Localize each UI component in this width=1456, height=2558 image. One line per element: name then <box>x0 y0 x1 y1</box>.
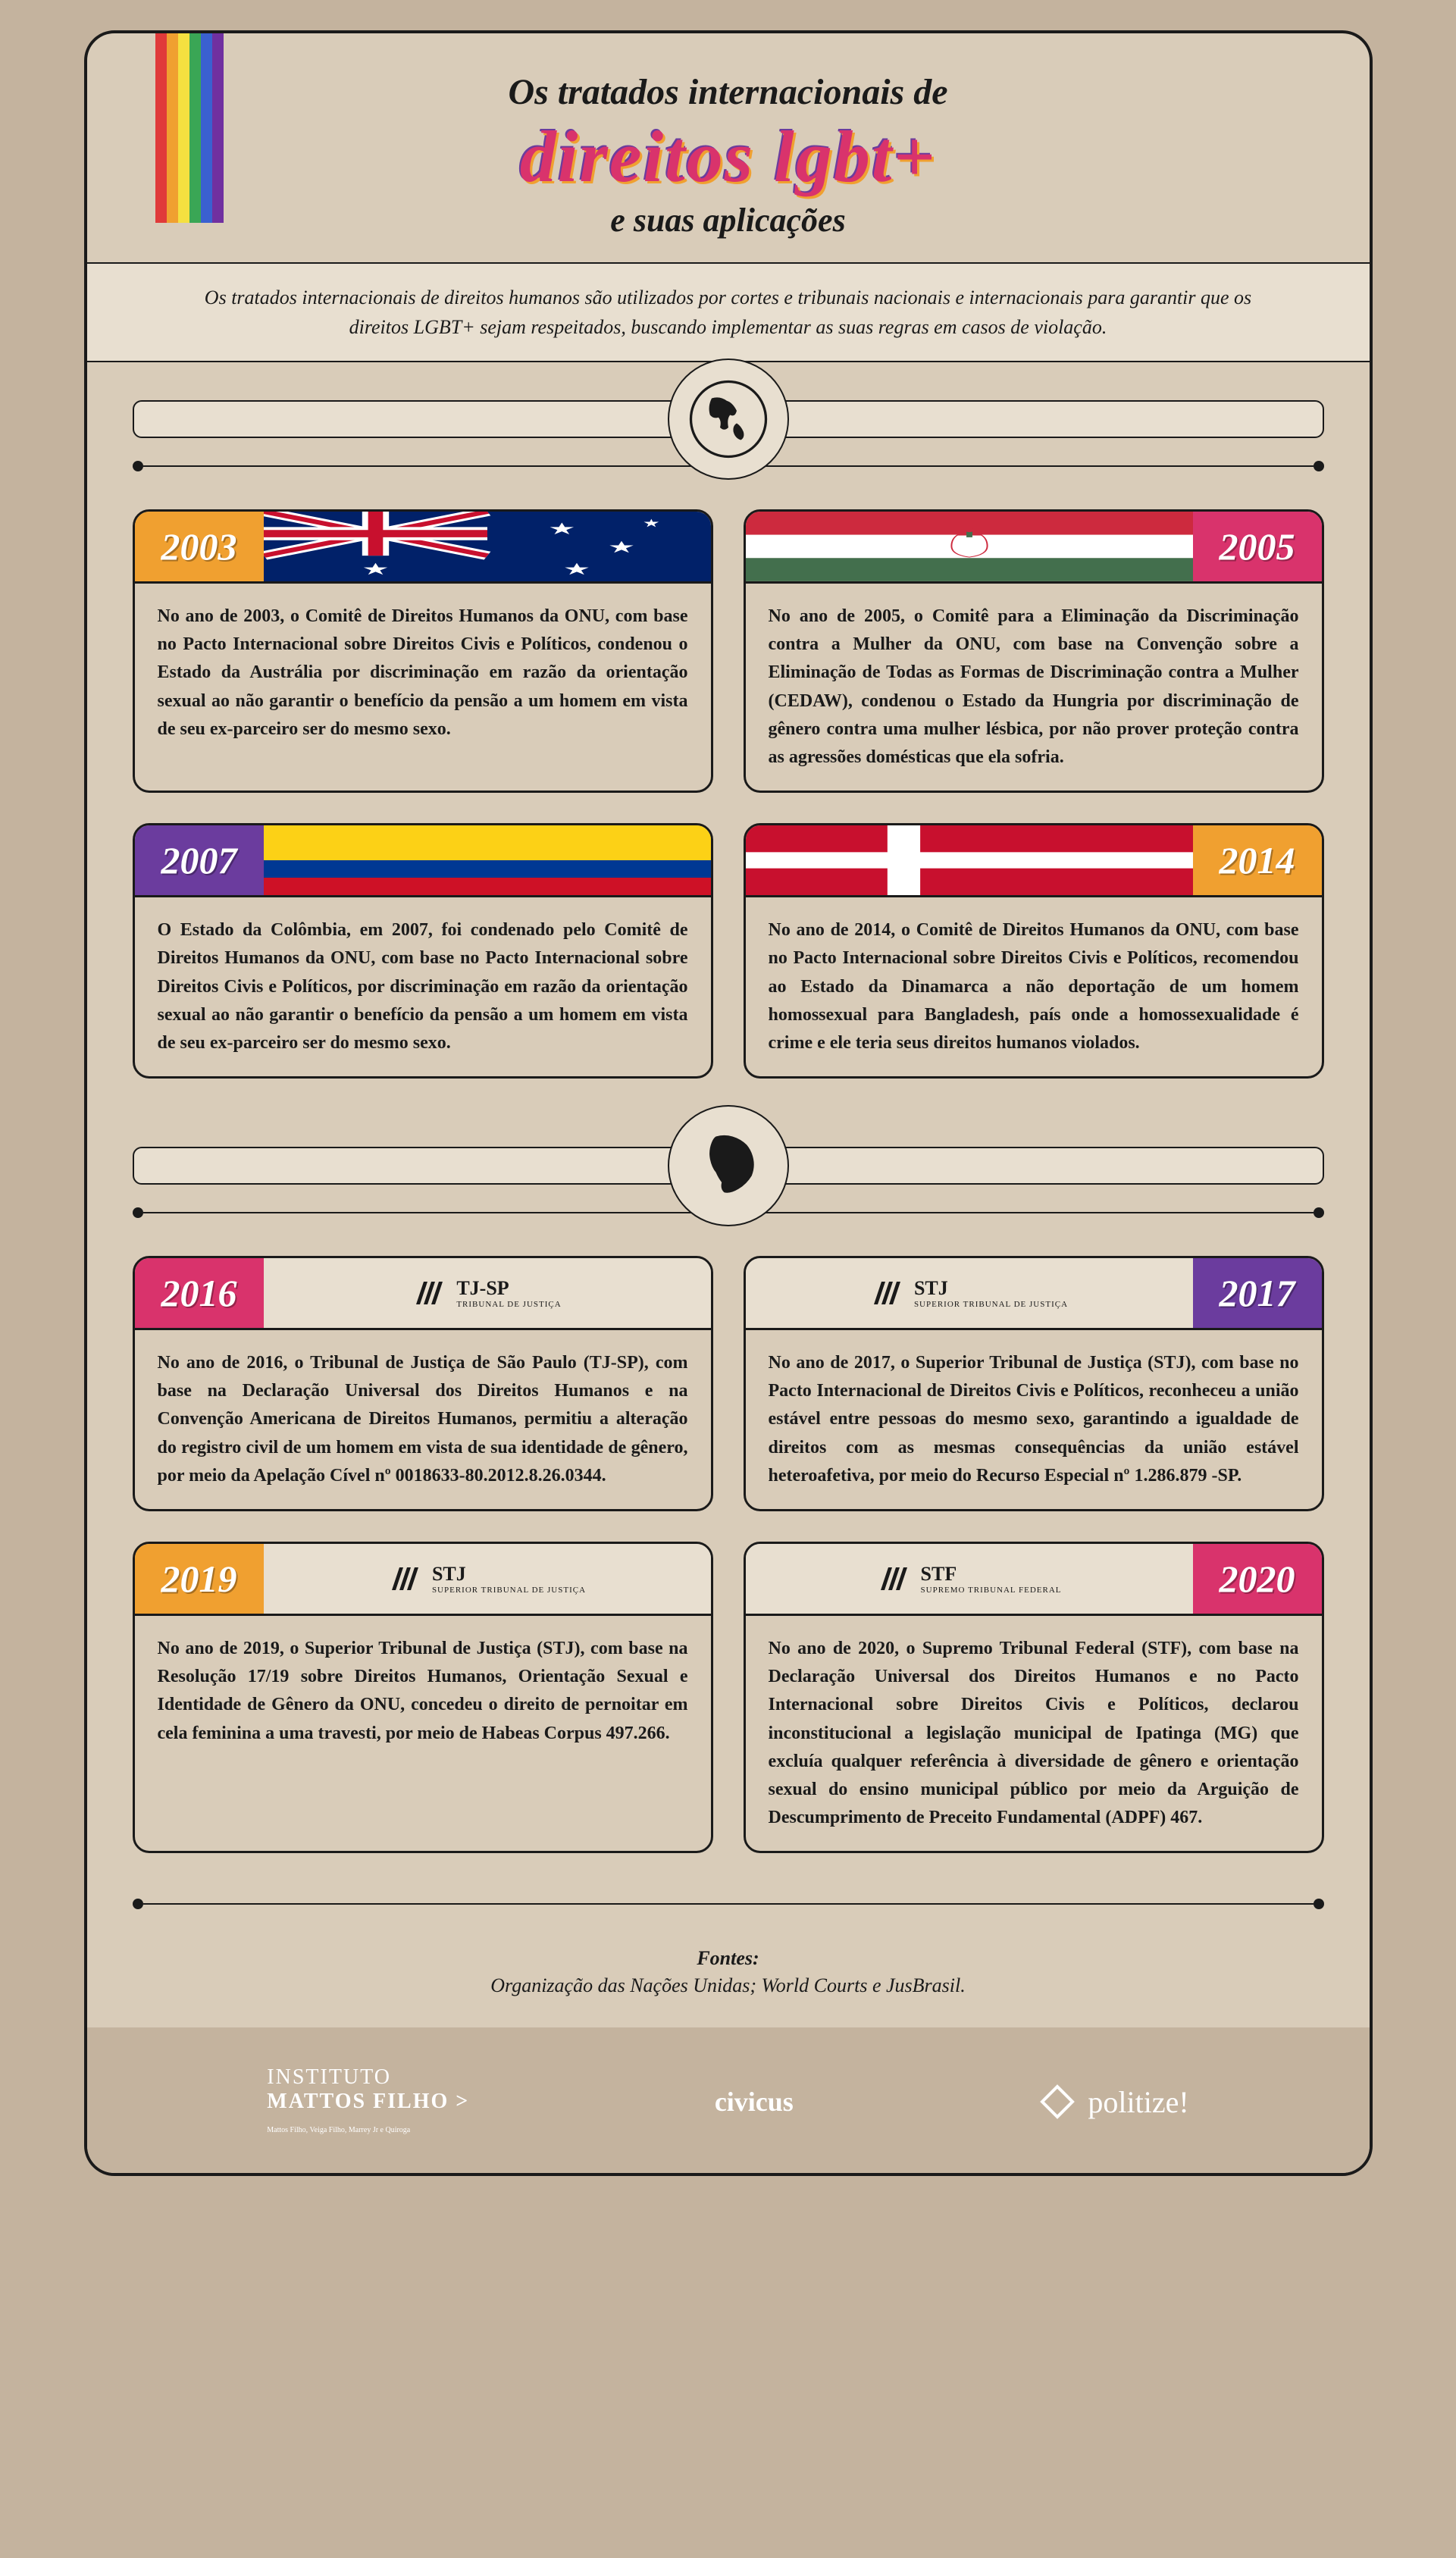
year-badge: 2019 <box>135 1544 264 1614</box>
card-header: 2014 <box>746 825 1322 897</box>
timeline-card-2014: 2014 No ano de 2014, o Comitê de Direito… <box>744 823 1324 1079</box>
dot-icon <box>133 1899 143 1909</box>
year-badge: 2020 <box>1193 1544 1322 1614</box>
card-header: 2007 <box>135 825 711 897</box>
flag-hungary <box>746 512 1193 581</box>
rainbow-tab <box>155 33 224 223</box>
year-badge: 2007 <box>135 825 264 895</box>
timeline-card-2020: 2020 STFSUPREMO TRIBUNAL FEDERAL No ano … <box>744 1542 1324 1853</box>
timeline-card-2003: 2003 No ano de 2003, o Comitê de Direito… <box>133 509 713 793</box>
brazil-cards-grid: 2016 TJ-SPTRIBUNAL DE JUSTIÇA No ano de … <box>87 1241 1370 1883</box>
sources-text: Organização das Nações Unidas; World Cou… <box>133 1974 1324 1997</box>
dot-icon <box>1314 1899 1324 1909</box>
rainbow-stripe <box>201 33 212 223</box>
court-logo: STFSUPREMO TRIBUNAL FEDERAL <box>746 1544 1193 1614</box>
header: Os tratados internacionais de direitos l… <box>87 33 1370 262</box>
divider-bar <box>133 400 721 438</box>
divider-bar <box>736 400 1324 438</box>
divider-bar <box>736 1147 1324 1185</box>
rainbow-stripe <box>167 33 178 223</box>
dots-line <box>133 1899 1324 1909</box>
infographic-page: Os tratados internacionais de direitos l… <box>84 30 1373 2176</box>
dot-icon <box>133 461 143 471</box>
timeline-card-2005: 2005 No ano de 2005, o Comitê para a Eli… <box>744 509 1324 793</box>
card-header: 2020 STFSUPREMO TRIBUNAL FEDERAL <box>746 1544 1322 1616</box>
card-header: 2003 <box>135 512 711 584</box>
card-body: No ano de 2019, o Superior Tribunal de J… <box>135 1616 711 1767</box>
flag-denmark <box>746 825 1193 895</box>
year-badge: 2005 <box>1193 512 1322 581</box>
timeline-card-2007: 2007 O Estado da Colômbia, em 2007, foi … <box>133 823 713 1079</box>
year-badge: 2017 <box>1193 1258 1322 1328</box>
sources: Fontes: Organização das Nações Unidas; W… <box>87 1932 1370 2027</box>
sources-title: Fontes: <box>133 1947 1324 1970</box>
year-badge: 2014 <box>1193 825 1322 895</box>
title-line-3: e suas aplicações <box>239 201 1218 240</box>
rainbow-stripe <box>212 33 224 223</box>
dot-icon <box>1314 461 1324 471</box>
dot-icon <box>133 1207 143 1218</box>
brazil-map-icon <box>668 1105 789 1226</box>
card-body: O Estado da Colômbia, em 2007, foi conde… <box>135 897 711 1076</box>
brazil-divider <box>133 1147 1324 1185</box>
footer-logos: INSTITUTO MATTOS FILHO > Mattos Filho, V… <box>84 2027 1373 2176</box>
card-body: No ano de 2014, o Comitê de Direitos Hum… <box>746 897 1322 1076</box>
court-logo: STJSUPERIOR TRIBUNAL DE JUSTIÇA <box>264 1544 711 1614</box>
year-badge: 2016 <box>135 1258 264 1328</box>
flag-colombia <box>264 825 711 895</box>
card-body: No ano de 2020, o Supremo Tribunal Feder… <box>746 1616 1322 1851</box>
intro-text: Os tratados internacionais de direitos h… <box>87 262 1370 362</box>
timeline-card-2017: 2017 STJSUPERIOR TRIBUNAL DE JUSTIÇA No … <box>744 1256 1324 1511</box>
logo-line1: INSTITUTO <box>267 2065 391 2089</box>
title-line-1: Os tratados internacionais de <box>239 71 1218 113</box>
card-header: 2005 <box>746 512 1322 584</box>
logo-politize: politize! <box>1038 2083 1188 2121</box>
timeline-card-2016: 2016 TJ-SPTRIBUNAL DE JUSTIÇA No ano de … <box>133 1256 713 1511</box>
court-logo: STJSUPERIOR TRIBUNAL DE JUSTIÇA <box>746 1258 1193 1328</box>
world-divider <box>133 400 1324 438</box>
rainbow-stripe <box>178 33 189 223</box>
flag-australia <box>264 512 711 581</box>
dot-icon <box>1314 1207 1324 1218</box>
card-header: 2017 STJSUPERIOR TRIBUNAL DE JUSTIÇA <box>746 1258 1322 1330</box>
card-body: No ano de 2016, o Tribunal de Justiça de… <box>135 1330 711 1509</box>
politize-icon <box>1038 2083 1076 2121</box>
title-line-2: direitos lgbt+ <box>239 121 1218 193</box>
line <box>143 1903 1314 1905</box>
logo-instituto: INSTITUTO MATTOS FILHO > Mattos Filho, V… <box>267 2065 469 2138</box>
card-header: 2016 TJ-SPTRIBUNAL DE JUSTIÇA <box>135 1258 711 1330</box>
logo-line2: MATTOS FILHO > <box>267 2090 469 2114</box>
logo-sub: Mattos Filho, Veiga Filho, Marrey Jr e Q… <box>267 2126 410 2134</box>
card-header: 2019 STJSUPERIOR TRIBUNAL DE JUSTIÇA <box>135 1544 711 1616</box>
politize-text: politize! <box>1088 2084 1188 2120</box>
timeline-card-2019: 2019 STJSUPERIOR TRIBUNAL DE JUSTIÇA No … <box>133 1542 713 1853</box>
rainbow-stripe <box>155 33 167 223</box>
logo-civicus: civicus <box>715 2086 794 2118</box>
card-body: No ano de 2017, o Superior Tribunal de J… <box>746 1330 1322 1509</box>
court-logo: TJ-SPTRIBUNAL DE JUSTIÇA <box>264 1258 711 1328</box>
year-badge: 2003 <box>135 512 264 581</box>
divider-bar <box>133 1147 721 1185</box>
card-body: No ano de 2003, o Comitê de Direitos Hum… <box>135 584 711 762</box>
world-cards-grid: 2003 No ano de 2003, o Comitê de Direito… <box>87 494 1370 1109</box>
card-body: No ano de 2005, o Comitê para a Eliminaç… <box>746 584 1322 791</box>
globe-icon <box>668 358 789 480</box>
rainbow-stripe <box>189 33 201 223</box>
